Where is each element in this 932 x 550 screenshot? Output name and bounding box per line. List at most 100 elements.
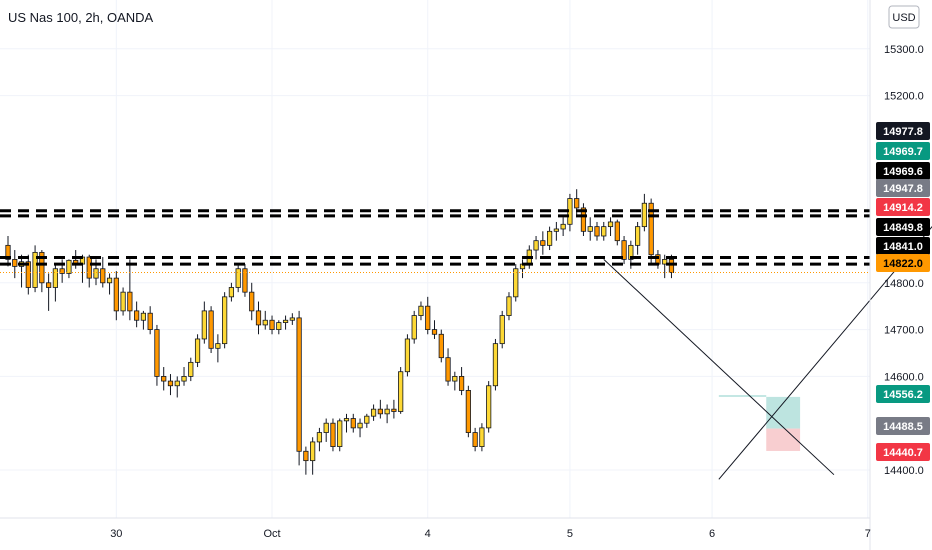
candle-body — [194, 338, 201, 363]
candle-body — [208, 310, 214, 349]
candle-body — [635, 226, 641, 246]
candle-body — [140, 312, 146, 321]
candle-body — [533, 240, 539, 251]
candle-body — [255, 310, 262, 326]
candle-body — [404, 338, 411, 373]
candle-body — [310, 441, 316, 462]
price-tags: 14977.8 14969.7 14969.6 14947.8 14914.2 14849… — [876, 122, 930, 461]
candle-body — [425, 305, 431, 331]
candle-body — [391, 408, 397, 412]
price-tag-label: 14849.8 — [883, 222, 923, 234]
candle-body — [39, 251, 45, 284]
price-tag — [876, 198, 930, 216]
price-tag-label: 14440.7 — [883, 447, 923, 459]
candle-body — [282, 319, 289, 323]
candle-body — [167, 380, 174, 387]
candle-body — [452, 375, 458, 382]
candle-body — [249, 291, 255, 312]
y-tick-label: 15300.0 — [884, 44, 924, 56]
currency-label: USD — [892, 12, 915, 24]
candle-body — [472, 432, 478, 447]
x-tick-label: 7 — [865, 528, 871, 540]
candle-body — [499, 315, 505, 345]
chart-title: US Nas 100, 2h, OANDA — [8, 10, 154, 25]
currency-button[interactable]: USD — [888, 5, 920, 29]
candle-body — [486, 385, 492, 429]
position-zone — [766, 396, 801, 429]
candle-body — [662, 258, 668, 265]
x-tick-label: 30 — [110, 528, 122, 540]
price-tag-label: 14914.2 — [883, 202, 923, 214]
candle-body — [607, 221, 614, 228]
candle-body — [235, 268, 241, 288]
y-tick-label: 14800.0 — [884, 278, 924, 290]
candles — [5, 189, 675, 475]
candle-body — [330, 422, 336, 448]
price-tag — [876, 254, 930, 272]
horizontal-levels — [0, 209, 870, 274]
candle-body — [445, 357, 451, 382]
candle-body — [303, 450, 309, 462]
candle-body — [32, 251, 38, 288]
candle-body — [86, 256, 92, 279]
candle-body — [458, 375, 465, 391]
price-tag-label: 14841.0 — [883, 241, 923, 253]
candle-body — [580, 207, 587, 232]
price-tag — [876, 142, 930, 160]
candle-body — [262, 319, 268, 326]
candle-body — [465, 390, 471, 433]
candle-body — [296, 317, 302, 452]
price-axis[interactable]: 15300.0 15200.0 14800.0 14700.0 14600.0 14400… — [884, 44, 924, 477]
candle-body — [560, 223, 566, 230]
price-tag-label: 14947.8 — [883, 183, 923, 195]
candle-body — [316, 432, 323, 443]
candle-body — [59, 268, 65, 274]
x-tick-label: 4 — [425, 528, 431, 540]
candle-body — [547, 230, 553, 246]
y-tick-label: 14400.0 — [884, 465, 924, 477]
candle-body — [181, 375, 187, 382]
candle-body — [574, 198, 580, 209]
candle-body — [506, 296, 512, 316]
grid — [0, 0, 870, 518]
candle-body — [668, 258, 675, 273]
price-tag-label: 14977.8 — [883, 126, 923, 138]
candle-body — [113, 277, 119, 312]
candle-body — [343, 418, 350, 422]
candle-body — [418, 305, 424, 316]
candle-body — [350, 418, 356, 429]
price-tag — [876, 179, 930, 197]
candle-body — [601, 226, 607, 237]
candle-body — [289, 317, 295, 321]
candle-body — [93, 268, 99, 279]
candle-body — [614, 221, 620, 242]
candle-body — [52, 268, 58, 288]
candle-body — [222, 296, 228, 345]
candle-body — [134, 310, 140, 321]
price-tag-label: 14822.0 — [883, 258, 923, 270]
candle-body — [337, 420, 343, 447]
position-zone — [766, 428, 801, 451]
x-tick-label: Oct — [263, 528, 280, 540]
y-tick-label: 14700.0 — [884, 325, 924, 337]
candle-body — [648, 202, 654, 256]
price-tag — [876, 237, 930, 255]
price-tag — [876, 162, 930, 180]
candle-body — [46, 282, 52, 288]
price-tag-label: 14969.6 — [883, 166, 923, 178]
price-tag-label: 14969.7 — [883, 146, 923, 158]
candle-body — [201, 310, 207, 340]
candle-body — [398, 371, 404, 412]
candle-body — [540, 240, 546, 246]
candle-body — [12, 258, 18, 267]
candle-body — [438, 333, 444, 359]
candle-body — [641, 202, 647, 228]
price-tag — [876, 122, 930, 140]
candle-body — [587, 226, 593, 232]
candle-body — [594, 226, 600, 237]
candle-body — [323, 422, 329, 433]
time-axis[interactable]: 30Oct456781112 — [0, 517, 932, 540]
price-tag — [876, 443, 930, 461]
position-zone — [718, 395, 767, 397]
